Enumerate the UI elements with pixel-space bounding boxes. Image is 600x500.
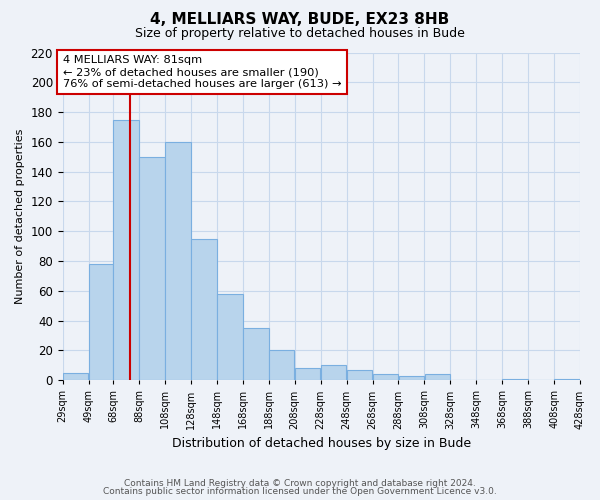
Bar bbox=[139, 157, 165, 380]
Y-axis label: Number of detached properties: Number of detached properties bbox=[15, 128, 25, 304]
Bar bbox=[63, 373, 88, 380]
Bar bbox=[502, 379, 528, 380]
Bar bbox=[425, 374, 450, 380]
Bar bbox=[321, 366, 346, 380]
Bar bbox=[191, 238, 217, 380]
Bar bbox=[554, 379, 580, 380]
Bar bbox=[295, 368, 320, 380]
Text: Size of property relative to detached houses in Bude: Size of property relative to detached ho… bbox=[135, 28, 465, 40]
Text: Contains HM Land Registry data © Crown copyright and database right 2024.: Contains HM Land Registry data © Crown c… bbox=[124, 478, 476, 488]
Bar bbox=[166, 142, 191, 380]
Bar bbox=[113, 120, 139, 380]
Bar bbox=[269, 350, 295, 380]
Bar bbox=[399, 376, 424, 380]
Text: Contains public sector information licensed under the Open Government Licence v3: Contains public sector information licen… bbox=[103, 487, 497, 496]
Text: 4 MELLIARS WAY: 81sqm
← 23% of detached houses are smaller (190)
76% of semi-det: 4 MELLIARS WAY: 81sqm ← 23% of detached … bbox=[62, 56, 341, 88]
X-axis label: Distribution of detached houses by size in Bude: Distribution of detached houses by size … bbox=[172, 437, 471, 450]
Bar bbox=[373, 374, 398, 380]
Text: 4, MELLIARS WAY, BUDE, EX23 8HB: 4, MELLIARS WAY, BUDE, EX23 8HB bbox=[151, 12, 449, 28]
Bar bbox=[243, 328, 269, 380]
Bar bbox=[217, 294, 242, 380]
Bar bbox=[89, 264, 113, 380]
Bar bbox=[347, 370, 372, 380]
